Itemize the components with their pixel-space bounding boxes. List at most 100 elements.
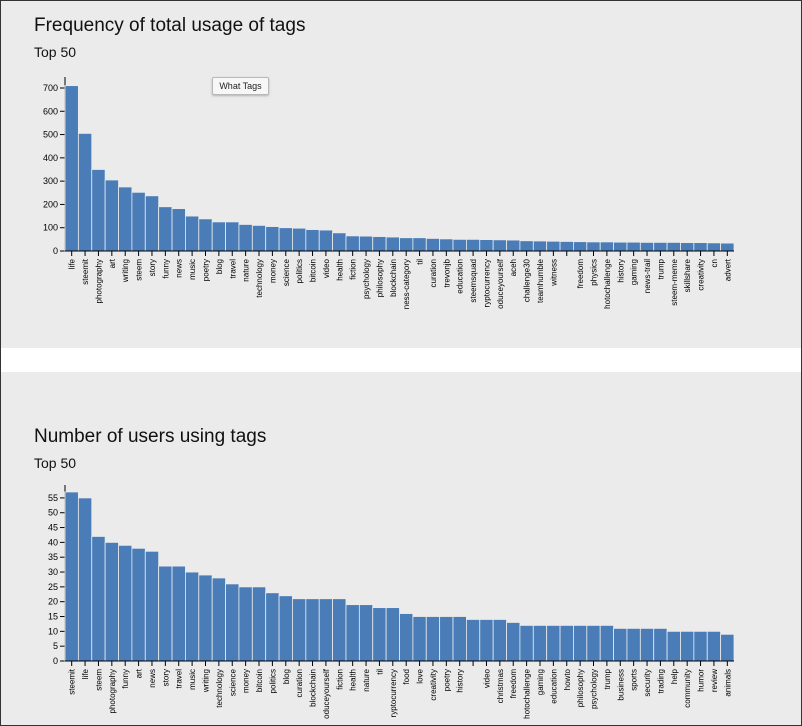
bar[interactable] bbox=[680, 242, 695, 252]
bar[interactable] bbox=[238, 224, 253, 252]
bar[interactable] bbox=[666, 630, 681, 662]
bar[interactable] bbox=[720, 242, 735, 252]
bar[interactable] bbox=[171, 208, 186, 252]
bar[interactable] bbox=[412, 237, 427, 252]
bar[interactable] bbox=[653, 241, 668, 252]
bar[interactable] bbox=[345, 235, 360, 252]
bar[interactable] bbox=[506, 239, 521, 252]
bar[interactable] bbox=[358, 604, 374, 662]
bar[interactable] bbox=[251, 586, 267, 662]
bar[interactable] bbox=[653, 627, 668, 662]
bar[interactable] bbox=[546, 240, 561, 252]
bar[interactable] bbox=[613, 241, 628, 252]
bar[interactable] bbox=[586, 625, 601, 662]
bar[interactable] bbox=[91, 169, 106, 252]
bar[interactable] bbox=[225, 583, 240, 662]
bar[interactable] bbox=[158, 565, 173, 662]
bar[interactable] bbox=[680, 630, 695, 662]
bar[interactable] bbox=[439, 616, 454, 662]
bar[interactable] bbox=[559, 625, 574, 662]
bar[interactable] bbox=[77, 497, 93, 662]
bar[interactable] bbox=[546, 625, 561, 662]
bar[interactable] bbox=[399, 613, 414, 662]
bar[interactable] bbox=[452, 616, 467, 662]
bar[interactable] bbox=[211, 221, 226, 252]
bar[interactable] bbox=[599, 625, 614, 662]
bar[interactable] bbox=[332, 232, 347, 252]
bar[interactable] bbox=[613, 627, 628, 662]
bar[interactable] bbox=[720, 633, 735, 662]
bar[interactable] bbox=[265, 592, 280, 662]
bar[interactable] bbox=[278, 227, 293, 252]
bar[interactable] bbox=[626, 627, 641, 662]
bar[interactable] bbox=[385, 236, 400, 252]
bar[interactable] bbox=[639, 627, 655, 662]
bar[interactable] bbox=[251, 224, 267, 252]
bar[interactable] bbox=[372, 236, 387, 252]
bar[interactable] bbox=[64, 85, 79, 252]
bar[interactable] bbox=[345, 604, 360, 662]
bar[interactable] bbox=[465, 619, 481, 662]
bar[interactable] bbox=[492, 239, 507, 252]
bar[interactable] bbox=[519, 240, 534, 252]
bar[interactable] bbox=[506, 622, 521, 662]
bar[interactable] bbox=[599, 241, 614, 252]
bar[interactable] bbox=[118, 544, 133, 662]
bar[interactable] bbox=[171, 565, 186, 662]
bar[interactable] bbox=[693, 630, 708, 662]
bar[interactable] bbox=[265, 226, 280, 252]
bar[interactable] bbox=[626, 241, 641, 252]
bar[interactable] bbox=[158, 206, 173, 252]
bar[interactable] bbox=[532, 625, 548, 662]
bar[interactable] bbox=[318, 229, 334, 252]
bar[interactable] bbox=[532, 240, 548, 252]
bar[interactable] bbox=[318, 598, 334, 662]
bar[interactable] bbox=[238, 586, 253, 662]
bar[interactable] bbox=[479, 239, 494, 252]
bar[interactable] bbox=[77, 132, 93, 252]
bar[interactable] bbox=[118, 186, 133, 252]
bar[interactable] bbox=[573, 625, 588, 662]
bar[interactable] bbox=[305, 598, 320, 662]
bar[interactable] bbox=[586, 241, 601, 252]
bar[interactable] bbox=[452, 238, 467, 252]
bar[interactable] bbox=[559, 241, 574, 252]
bar[interactable] bbox=[519, 625, 534, 662]
bar[interactable] bbox=[305, 229, 320, 252]
bar[interactable] bbox=[104, 179, 119, 252]
bar[interactable] bbox=[144, 195, 160, 252]
bar[interactable] bbox=[104, 541, 119, 662]
what-tags-button[interactable]: What Tags bbox=[212, 77, 269, 95]
bar[interactable] bbox=[198, 218, 213, 252]
bar[interactable] bbox=[385, 607, 400, 662]
bar[interactable] bbox=[358, 235, 374, 252]
bar[interactable] bbox=[292, 598, 307, 662]
bar[interactable] bbox=[198, 574, 213, 662]
bar[interactable] bbox=[706, 630, 722, 662]
bar[interactable] bbox=[185, 571, 200, 662]
bar[interactable] bbox=[131, 547, 146, 662]
bar[interactable] bbox=[706, 242, 722, 252]
bar[interactable] bbox=[439, 238, 454, 252]
bar[interactable] bbox=[64, 491, 79, 662]
bar[interactable] bbox=[573, 241, 588, 252]
bar[interactable] bbox=[372, 607, 387, 662]
bar[interactable] bbox=[639, 241, 655, 252]
bar[interactable] bbox=[399, 237, 414, 252]
bar[interactable] bbox=[211, 577, 226, 662]
bar[interactable] bbox=[332, 598, 347, 662]
bar[interactable] bbox=[465, 238, 481, 252]
bar[interactable] bbox=[425, 616, 441, 662]
bar[interactable] bbox=[492, 619, 507, 662]
bar[interactable] bbox=[292, 227, 307, 252]
bar[interactable] bbox=[91, 536, 106, 662]
bar[interactable] bbox=[412, 616, 427, 662]
bar[interactable] bbox=[666, 241, 681, 252]
bar[interactable] bbox=[479, 619, 494, 662]
bar[interactable] bbox=[425, 238, 441, 252]
bar[interactable] bbox=[144, 550, 160, 662]
bar[interactable] bbox=[693, 242, 708, 252]
bar[interactable] bbox=[225, 221, 240, 252]
bar[interactable] bbox=[131, 191, 146, 252]
bar[interactable] bbox=[278, 595, 293, 662]
